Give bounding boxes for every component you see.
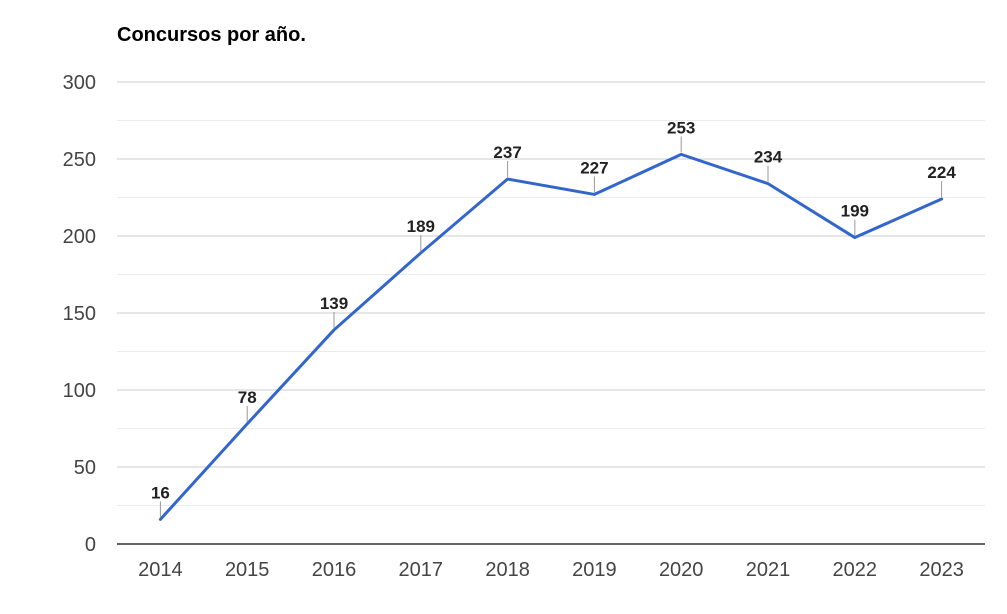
x-tick-label: 2017 (399, 559, 444, 581)
y-tick-label: 0 (85, 534, 96, 556)
series-layer (158, 152, 944, 521)
x-axis-ticks: 2014 2015 2016 2017 2018 2019 2020 2021 2022 2023 (138, 559, 964, 581)
chart-title: Concursos por año. (117, 24, 306, 46)
x-tick-label: 2018 (485, 559, 530, 581)
data-label: 78 (238, 388, 257, 407)
x-tick-label: 2015 (225, 559, 270, 581)
data-label: 224 (927, 163, 956, 182)
y-tick-label: 50 (74, 457, 96, 479)
data-label: 234 (754, 148, 783, 167)
data-label: 16 (151, 483, 170, 502)
series-line (158, 152, 944, 521)
data-label: 227 (580, 158, 608, 177)
y-tick-label: 250 (63, 149, 96, 171)
y-tick-label: 300 (63, 72, 96, 94)
y-tick-label: 200 (63, 226, 96, 248)
data-label: 237 (493, 143, 521, 162)
y-axis-ticks: 0 50 100 150 200 250 300 (63, 72, 96, 556)
data-label: 253 (667, 118, 695, 137)
data-label: 199 (841, 202, 869, 221)
data-label: 189 (407, 217, 435, 236)
x-tick-label: 2021 (746, 559, 791, 581)
data-label: 139 (320, 294, 348, 313)
x-tick-label: 2022 (833, 559, 878, 581)
x-tick-label: 2023 (919, 559, 964, 581)
x-tick-label: 2014 (138, 559, 183, 581)
y-tick-label: 150 (63, 303, 96, 325)
x-tick-label: 2016 (312, 559, 357, 581)
x-tick-label: 2020 (659, 559, 704, 581)
x-tick-label: 2019 (572, 559, 617, 581)
data-labels: 16 78 139 189 237 227 253 234 199 224 (151, 118, 956, 518)
gridlines (117, 81, 985, 545)
y-tick-label: 100 (63, 380, 96, 402)
